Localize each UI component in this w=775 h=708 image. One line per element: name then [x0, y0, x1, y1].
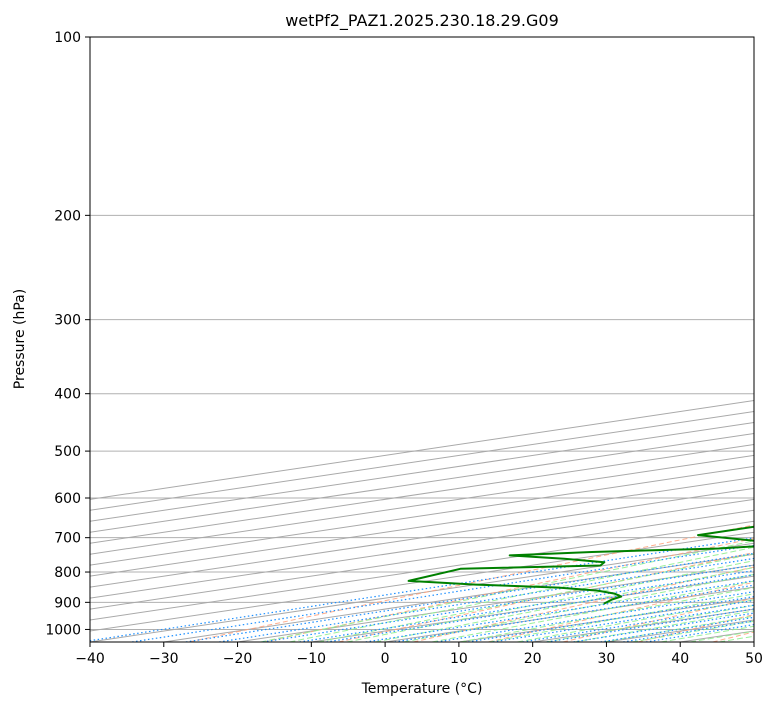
- mixing-ratio-line: [90, 537, 754, 642]
- isotherm-line: [90, 531, 754, 632]
- isotherm-line: [90, 465, 754, 566]
- x-tick-label: 10: [450, 651, 468, 667]
- mixing-ratio-line: [573, 612, 754, 642]
- dry-adiabat-line: [263, 537, 754, 642]
- x-tick-label: −20: [223, 651, 253, 667]
- mixing-ratio-line: [185, 552, 754, 642]
- isotherm-line: [90, 454, 754, 555]
- mixing-ratio-line: [600, 616, 754, 642]
- x-tick-label: −10: [297, 651, 327, 667]
- mixing-ratio-line: [492, 599, 754, 642]
- mixing-ratio-line: [219, 557, 754, 642]
- x-axis-label: Temperature (°C): [361, 681, 483, 697]
- y-tick-label: 900: [54, 595, 81, 611]
- mixing-ratio-line: [132, 544, 754, 642]
- x-tick-label: 50: [745, 651, 763, 667]
- profiles: [407, 525, 754, 605]
- moist-adiabat-line: [318, 553, 754, 642]
- isotherm-line: [90, 400, 754, 500]
- axis-ticks: −40 −30 −20 −10 0 10 20 30 40 50 100 200 300 400 500 60…: [45, 30, 763, 667]
- y-tick-label: 700: [54, 531, 81, 547]
- dry-adiabat-line: [413, 566, 754, 642]
- chart-title: wetPf2_PAZ1.2025.230.18.29.G09: [285, 11, 559, 31]
- moist-adiabat-line: [488, 593, 754, 642]
- isotherm-line: [90, 498, 754, 599]
- isotherm-line: [90, 520, 754, 621]
- isotherm-line: [90, 476, 754, 577]
- x-tick-label: 20: [524, 651, 542, 667]
- isotherm-line: [90, 432, 754, 533]
- y-tick-label: 500: [54, 444, 81, 460]
- isotherm-line: [385, 586, 754, 642]
- moist-adiabat-line: [346, 560, 754, 642]
- isotherm-line: [90, 421, 754, 522]
- dry-adiabat-line: [562, 597, 754, 642]
- moist-adiabat-line: [545, 604, 754, 642]
- dry-adiabat-line: [188, 524, 754, 642]
- x-tick-label: 30: [598, 651, 616, 667]
- moist-adiabat-line: [719, 635, 754, 642]
- y-axis-label: Pressure (hPa): [12, 289, 28, 389]
- x-tick-label: −30: [149, 651, 179, 667]
- mixing-ratio-line: [546, 608, 754, 642]
- pressure-gridlines: [90, 36, 754, 630]
- isotherm-line: [90, 443, 754, 544]
- y-tick-label: 1000: [45, 622, 81, 638]
- dewpoint-profile: [407, 525, 754, 605]
- moist-adiabat-line: [260, 540, 754, 642]
- isotherm-line: [90, 411, 754, 511]
- isotherm-line: [90, 509, 754, 610]
- x-tick-label: 0: [381, 651, 390, 667]
- x-tick-label: 40: [671, 651, 689, 667]
- moist-adiabat-line: [289, 546, 754, 642]
- moist-adiabat-line: [375, 567, 754, 642]
- y-tick-label: 100: [54, 30, 81, 46]
- dry-adiabat-line: [712, 631, 754, 642]
- background-lines: [90, 400, 754, 642]
- isotherm-line: [90, 487, 754, 588]
- isotherm-line: [90, 542, 754, 642]
- moist-adiabat-line: [517, 599, 754, 642]
- y-tick-label: 400: [54, 387, 81, 403]
- y-tick-label: 200: [54, 208, 81, 224]
- y-tick-label: 300: [54, 313, 81, 329]
- y-tick-label: 600: [54, 491, 81, 507]
- plot-frame: [89, 36, 755, 643]
- moist-adiabat-line: [431, 580, 754, 642]
- y-tick-label: 800: [54, 565, 81, 581]
- x-tick-label: −40: [75, 651, 105, 667]
- mixing-ratio-line: [522, 604, 754, 642]
- isotherm-line: [753, 641, 754, 642]
